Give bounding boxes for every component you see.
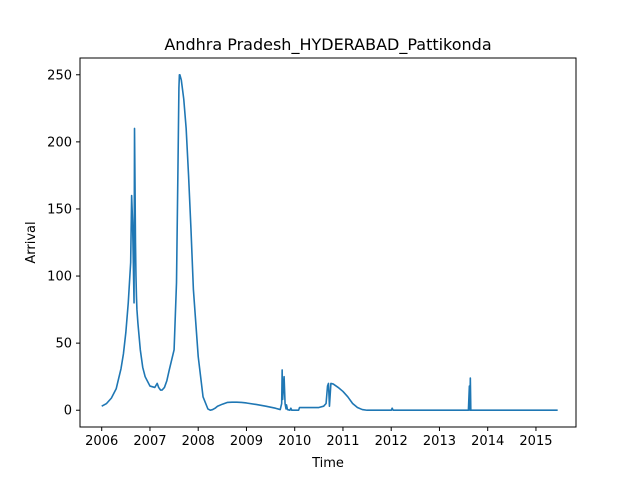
y-axis-label: Arrival	[24, 221, 39, 263]
x-tick-label: 2009	[230, 434, 263, 449]
y-tick-label: 250	[47, 68, 72, 83]
x-tick-label: 2014	[471, 434, 504, 449]
y-tick-label: 0	[64, 404, 72, 419]
y-tick-label: 150	[47, 202, 72, 217]
x-tick-label: 2011	[326, 434, 359, 449]
chart-title: Andhra Pradesh_HYDERABAD_Pattikonda	[164, 35, 491, 55]
x-tick-label: 2006	[85, 434, 118, 449]
x-tick-label: 2015	[519, 434, 552, 449]
y-tick-label: 100	[47, 270, 72, 285]
x-tick-label: 2010	[278, 434, 311, 449]
axes-frame	[79, 57, 577, 428]
x-tick-label: 2012	[375, 434, 408, 449]
x-tick-label: 2013	[423, 434, 456, 449]
y-axis: 0 50 100 150 200 250	[47, 68, 80, 419]
x-tick-label: 2007	[133, 434, 166, 449]
x-axis-label: Time	[311, 456, 344, 471]
x-axis: 2006 2007 2008 2009 2010 2011 2012 2013 2014 2015	[85, 427, 553, 449]
plot-area	[101, 73, 558, 412]
x-tick-label: 2008	[182, 434, 215, 449]
y-tick-label: 200	[47, 135, 72, 150]
y-tick-label: 50	[55, 337, 72, 352]
series-line-0	[101, 73, 558, 412]
